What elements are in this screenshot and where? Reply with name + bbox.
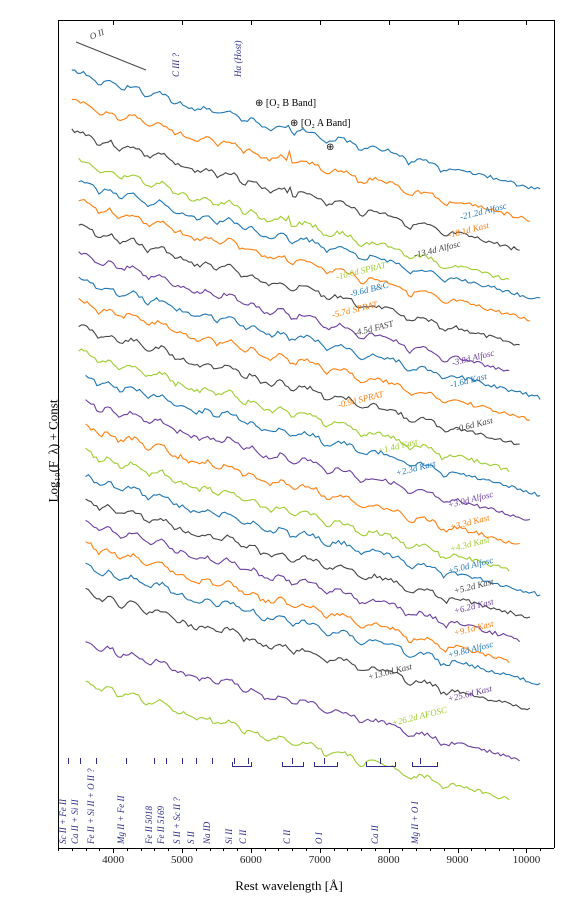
- feature-label: Fe II 5018: [144, 806, 154, 844]
- feature-bracket: [282, 762, 304, 767]
- spectrum-line: [86, 499, 530, 618]
- x-minor-tick: [237, 848, 238, 851]
- x-tick: [389, 20, 390, 25]
- feature-label: S II + Sc II ?: [172, 797, 182, 844]
- feature-tick: [182, 758, 183, 764]
- x-minor-tick: [265, 848, 266, 851]
- spectrum-line: [79, 252, 510, 371]
- telluric-label: ⊕ [O₂ A Band]: [290, 118, 350, 129]
- feature-tick: [68, 758, 69, 764]
- feature-label: C III ?: [171, 53, 181, 77]
- feature-tick: [96, 758, 97, 764]
- feature-label: Fe II 5169: [156, 806, 166, 844]
- x-tick: [320, 20, 321, 25]
- spectrum-line: [86, 375, 541, 496]
- telluric-label: ⊕ [O₂ B Band]: [255, 98, 316, 109]
- feature-tick: [166, 758, 167, 764]
- feature-label: S II: [186, 831, 196, 844]
- x-tick-label: 5000: [162, 854, 202, 866]
- feature-label: C II: [238, 830, 248, 844]
- x-tick-label: 6000: [231, 854, 271, 866]
- x-minor-tick: [141, 848, 142, 851]
- x-minor-tick: [86, 848, 87, 851]
- feature-label: Fe II + Si II + O II ?: [86, 768, 96, 844]
- spectra-lines: [58, 20, 554, 848]
- x-tick: [251, 20, 252, 25]
- x-minor-tick: [320, 848, 321, 851]
- telluric-label: ⊕: [326, 142, 334, 153]
- feature-bracket: [412, 762, 438, 767]
- y-axis-right: [554, 20, 555, 848]
- x-minor-tick: [210, 848, 211, 851]
- feature-label: O I: [314, 832, 324, 844]
- feature-label: C II: [282, 830, 292, 844]
- x-minor-tick: [389, 848, 390, 851]
- x-minor-tick: [292, 848, 293, 851]
- feature-tick: [196, 758, 197, 764]
- x-minor-tick: [375, 848, 376, 851]
- x-tick-label: 7000: [300, 854, 340, 866]
- spectrum-line: [72, 70, 540, 189]
- feature-tick: [80, 758, 81, 764]
- y-axis-label: Log₁₀(F_λ) + Const: [45, 400, 61, 503]
- x-minor-tick: [361, 848, 362, 851]
- x-minor-tick: [444, 848, 445, 851]
- x-minor-tick: [182, 848, 183, 851]
- x-minor-tick: [168, 848, 169, 851]
- x-tick: [182, 20, 183, 25]
- x-minor-tick: [223, 848, 224, 851]
- x-minor-tick: [513, 848, 514, 851]
- x-minor-tick: [113, 848, 114, 851]
- x-tick-label: 8000: [369, 854, 409, 866]
- feature-label: Mg II + Fe II: [116, 795, 126, 844]
- feature-label: Ca II: [370, 825, 380, 844]
- x-tick: [458, 20, 459, 25]
- x-minor-tick: [471, 848, 472, 851]
- feature-tick: [126, 758, 127, 764]
- x-minor-tick: [251, 848, 252, 851]
- x-minor-tick: [430, 848, 431, 851]
- x-minor-tick: [99, 848, 100, 851]
- x-minor-tick: [58, 848, 59, 851]
- x-minor-tick: [196, 848, 197, 851]
- x-minor-tick: [334, 848, 335, 851]
- feature-bracket: [314, 762, 338, 767]
- x-tick: [526, 20, 527, 25]
- feature-label: Hα (Host): [233, 41, 243, 77]
- x-minor-tick: [127, 848, 128, 851]
- feature-label: Na ID: [202, 822, 212, 844]
- x-minor-tick: [347, 848, 348, 851]
- x-tick-label: 10000: [506, 854, 546, 866]
- x-minor-tick: [72, 848, 73, 851]
- x-minor-tick: [526, 848, 527, 851]
- x-minor-tick: [485, 848, 486, 851]
- x-tick-label: 4000: [93, 854, 133, 866]
- spectrum-line: [79, 181, 541, 299]
- feature-label: Mg II + O I: [410, 801, 420, 844]
- feature-label: Si II: [224, 829, 234, 844]
- spectrum-line: [79, 158, 510, 279]
- feature-tick: [212, 758, 213, 764]
- x-minor-tick: [402, 848, 403, 851]
- x-axis-label: Rest wavelength [Å]: [0, 878, 578, 894]
- feature-label: Sc II + Fe II: [58, 799, 68, 844]
- spectra-plot: Rest wavelength [Å] Log₁₀(F_λ) + Const 4…: [0, 0, 578, 902]
- feature-label: Ca II + Si II: [70, 799, 80, 844]
- x-minor-tick: [499, 848, 500, 851]
- x-minor-tick: [278, 848, 279, 851]
- x-minor-tick: [154, 848, 155, 851]
- x-tick: [113, 20, 114, 25]
- spectrum-line: [79, 349, 510, 472]
- feature-bracket: [232, 762, 252, 767]
- spectrum-line: [86, 681, 510, 800]
- feature-tick: [154, 758, 155, 764]
- x-minor-tick: [416, 848, 417, 851]
- spectrum-line: [86, 448, 510, 571]
- x-tick-label: 9000: [438, 854, 478, 866]
- spectrum-line: [86, 520, 520, 641]
- x-minor-tick: [458, 848, 459, 851]
- feature-bracket: [366, 762, 396, 767]
- x-minor-tick: [540, 848, 541, 851]
- x-minor-tick: [306, 848, 307, 851]
